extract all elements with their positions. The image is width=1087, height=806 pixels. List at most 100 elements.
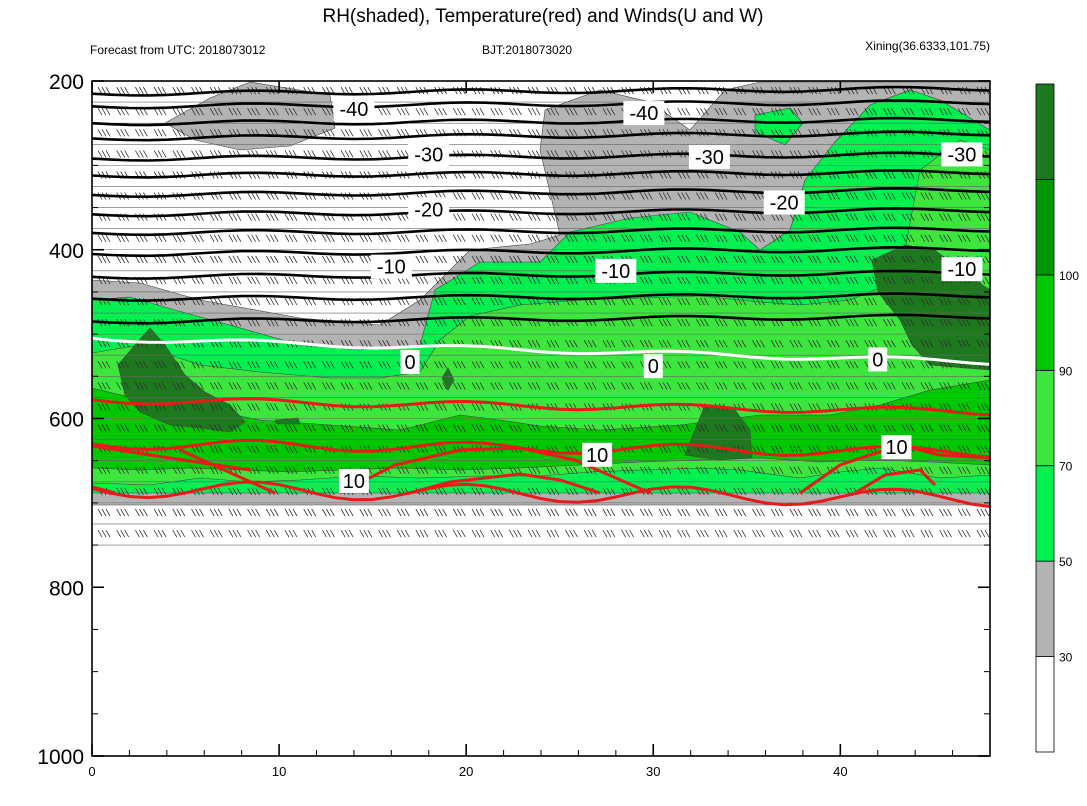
wind-barb [658,445,672,453]
wind-barb [490,297,504,306]
wind-barb [789,403,803,411]
wind-barb [901,276,915,285]
contour-label-box [623,101,665,126]
wind-barb [359,234,373,242]
wind-barb [883,213,896,221]
wind-barb [976,424,990,432]
wind-barb [191,150,204,158]
wind-barb [883,382,896,390]
wind-barb [733,424,747,432]
wind-barb [639,466,653,475]
wind-barb [565,234,578,242]
wind-barb [284,108,298,116]
wind-barb [303,382,317,390]
contour-label-box [408,142,450,167]
wind-barb [733,234,747,242]
wind-barb [228,403,242,411]
wind-barb [939,466,952,475]
wind-barb [265,466,279,475]
isotherm-line [92,186,990,199]
wind-barb [452,361,466,369]
wind-barb [639,424,653,432]
wind-barb [696,255,709,264]
wind-barb [228,382,242,390]
wind-barb [471,255,485,264]
isotherm-line [92,313,990,325]
wind-barb [565,487,578,496]
wind-barb [490,508,504,517]
wind-barb [527,466,541,475]
isotherm-arc [854,468,937,495]
wind-barb [265,234,279,242]
wind-barb [303,255,317,264]
wind-barb [864,192,878,200]
wind-barb [247,424,260,432]
wind-barb [452,234,466,242]
wind-barb [845,382,859,390]
contour-label-14: 10 [582,442,613,467]
wind-barb [490,192,504,200]
wind-barb [864,297,878,306]
wind-barb [546,466,560,475]
wind-barb [789,529,803,538]
wind-barb [957,487,971,496]
wind-barb [116,108,130,116]
wind-barb [471,318,485,327]
wind-barb [247,213,260,221]
wind-barb [976,403,990,411]
wind-barb [303,276,317,285]
wind-barb [135,361,148,369]
wind-barb [957,508,971,517]
wind-barb [116,508,130,517]
isotherm-ten-line [92,438,990,459]
wind-barb [733,340,747,348]
wind-barb [826,361,840,369]
wind-barb [228,529,242,538]
wind-barb [359,529,373,538]
wind-barb [696,213,709,221]
chart-subtitle-right: Xining(36.6333,101.75) [865,39,990,53]
wind-barb [883,424,896,432]
isotherm-arc [409,472,601,495]
colorbar-box [1035,83,1055,180]
wind-barb [939,297,952,306]
wind-barb [247,234,260,242]
wind-barb [696,382,709,390]
wind-barb [396,234,410,242]
wind-barb [135,150,148,158]
wind-barb [957,382,971,390]
wind-barb [883,508,896,517]
wind-barb [639,213,653,221]
wind-barb [378,129,391,137]
wind-barb [733,276,747,285]
wind-barb [340,382,354,390]
wind-barb [939,108,952,116]
wind-barb [303,466,317,475]
wind-barb [209,424,223,432]
wind-barb [658,276,672,285]
wind-barb [415,529,429,538]
wind-barb [378,529,391,538]
wind-barb [434,255,447,264]
wind-barb [247,361,260,369]
wind-barb [172,361,186,369]
wind-barb [228,213,242,221]
wind-barb [677,255,691,264]
wind-barb [228,424,242,432]
wind-barb [509,318,522,327]
wind-barb [770,276,784,285]
wind-barb [527,276,541,285]
wind-barb [546,361,560,369]
wind-barb [845,508,859,517]
wind-barb [976,487,990,496]
wind-barb [284,213,298,221]
contour-label-9: -10 [941,257,983,282]
wind-barb [378,382,391,390]
wind-barb [265,361,279,369]
wind-barb [434,466,447,475]
wind-barb [209,297,223,306]
wind-barb [153,529,167,538]
wind-barb [471,403,485,411]
wind-barb [901,108,915,116]
wind-barb [939,361,952,369]
